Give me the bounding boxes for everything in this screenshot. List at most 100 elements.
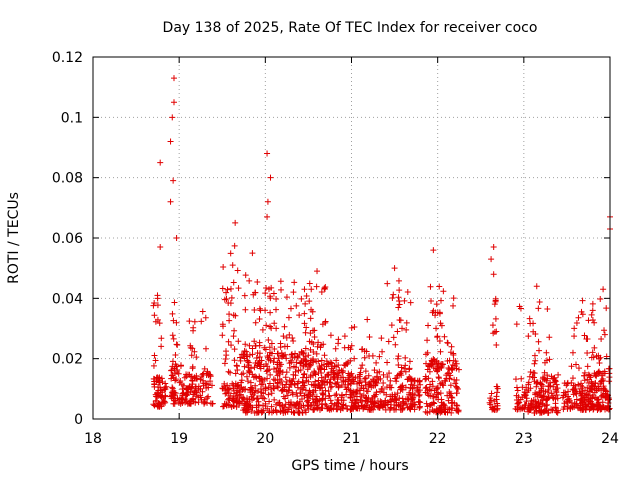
data-point <box>543 349 550 356</box>
data-point <box>240 395 247 402</box>
data-point <box>435 374 442 381</box>
data-point <box>290 337 297 344</box>
data-point <box>489 322 496 329</box>
data-point <box>193 354 200 361</box>
data-point <box>176 379 183 386</box>
data-point <box>268 284 275 291</box>
data-point <box>300 379 307 386</box>
data-point <box>265 337 272 344</box>
data-point <box>371 400 378 407</box>
data-point <box>407 299 414 306</box>
data-point <box>298 295 305 302</box>
data-point <box>409 396 416 403</box>
data-point <box>315 358 322 365</box>
data-point <box>437 320 444 327</box>
data-point <box>436 309 443 316</box>
data-point <box>307 402 314 409</box>
data-point <box>357 390 364 397</box>
data-point <box>332 345 339 352</box>
data-point <box>307 362 314 369</box>
data-point <box>242 272 249 279</box>
data-point <box>441 333 448 340</box>
data-point <box>172 351 179 358</box>
data-point <box>256 354 263 361</box>
data-point <box>492 315 499 322</box>
data-point <box>151 352 158 359</box>
data-point <box>362 379 369 386</box>
data-point <box>597 296 604 303</box>
data-point <box>312 384 319 391</box>
data-point <box>424 366 431 373</box>
data-point <box>301 320 308 327</box>
data-point <box>234 383 241 390</box>
data-point <box>445 397 452 404</box>
data-point <box>347 357 354 364</box>
data-point <box>376 368 383 375</box>
data-point <box>544 305 551 312</box>
data-point <box>601 331 608 338</box>
data-point <box>170 177 177 184</box>
data-point <box>277 408 284 415</box>
data-point <box>167 138 174 145</box>
data-point <box>528 402 535 409</box>
data-point <box>158 375 165 382</box>
data-point <box>387 397 394 404</box>
data-point <box>173 341 180 348</box>
data-point <box>435 391 442 398</box>
data-point <box>268 409 275 416</box>
data-point <box>283 381 290 388</box>
data-point <box>331 373 338 380</box>
data-point <box>422 376 429 383</box>
data-point <box>169 332 176 339</box>
data-point <box>253 404 260 411</box>
data-point <box>246 369 253 376</box>
data-point <box>160 398 167 405</box>
data-point <box>449 367 456 374</box>
data-point <box>447 349 454 356</box>
data-point <box>307 315 314 322</box>
data-point <box>262 403 269 410</box>
data-point <box>246 277 253 284</box>
data-point <box>264 213 271 220</box>
data-point <box>429 383 436 390</box>
data-point <box>448 409 455 416</box>
data-point <box>550 395 557 402</box>
data-point <box>180 396 187 403</box>
data-point <box>238 371 245 378</box>
data-point <box>581 372 588 379</box>
data-point <box>427 283 434 290</box>
data-point <box>589 300 596 307</box>
data-point <box>182 399 189 406</box>
data-point <box>280 393 287 400</box>
data-point <box>243 373 250 380</box>
data-point <box>277 278 284 285</box>
data-point <box>302 345 309 352</box>
data-point <box>449 362 456 369</box>
data-point <box>543 405 550 412</box>
data-point <box>313 396 320 403</box>
data-point <box>396 301 403 308</box>
data-point <box>316 366 323 373</box>
data-point <box>606 374 613 381</box>
data-point <box>488 390 495 397</box>
data-point <box>600 286 607 293</box>
x-axis-label: GPS time / hours <box>291 458 408 474</box>
data-point <box>230 279 237 286</box>
data-point <box>231 327 238 334</box>
data-point <box>150 302 157 309</box>
data-point <box>286 384 293 391</box>
data-point <box>207 378 214 385</box>
data-point <box>254 349 261 356</box>
data-point <box>335 362 342 369</box>
data-point <box>219 332 226 339</box>
data-point <box>362 394 369 401</box>
data-point <box>423 375 430 382</box>
data-point <box>222 355 229 362</box>
data-point <box>388 322 395 329</box>
data-point <box>525 402 532 409</box>
data-point <box>157 159 164 166</box>
data-point <box>446 375 453 382</box>
data-point <box>444 339 451 346</box>
